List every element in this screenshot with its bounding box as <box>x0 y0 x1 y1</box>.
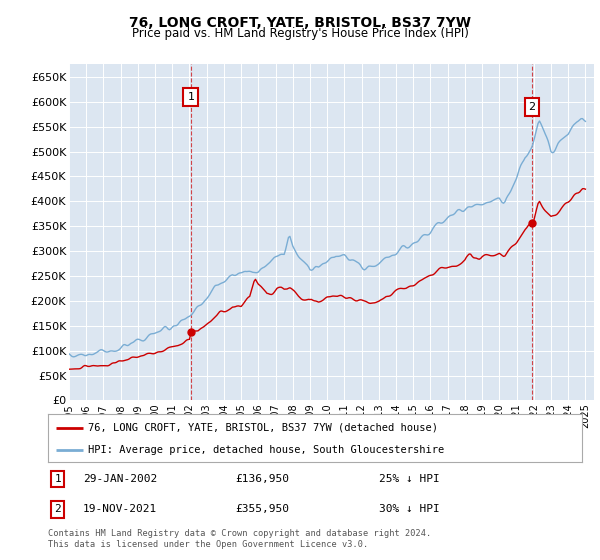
Text: 1: 1 <box>54 474 61 484</box>
Text: This data is licensed under the Open Government Licence v3.0.: This data is licensed under the Open Gov… <box>48 540 368 549</box>
Text: 2: 2 <box>529 102 536 111</box>
Text: 76, LONG CROFT, YATE, BRISTOL, BS37 7YW (detached house): 76, LONG CROFT, YATE, BRISTOL, BS37 7YW … <box>88 423 438 433</box>
Text: 2: 2 <box>54 505 61 515</box>
Text: Contains HM Land Registry data © Crown copyright and database right 2024.: Contains HM Land Registry data © Crown c… <box>48 529 431 538</box>
Text: 25% ↓ HPI: 25% ↓ HPI <box>379 474 440 484</box>
Text: £136,950: £136,950 <box>235 474 289 484</box>
Text: HPI: Average price, detached house, South Gloucestershire: HPI: Average price, detached house, Sout… <box>88 445 444 455</box>
Text: 29-JAN-2002: 29-JAN-2002 <box>83 474 157 484</box>
Text: 19-NOV-2021: 19-NOV-2021 <box>83 505 157 515</box>
Text: 30% ↓ HPI: 30% ↓ HPI <box>379 505 440 515</box>
Text: £355,950: £355,950 <box>235 505 289 515</box>
Text: Price paid vs. HM Land Registry's House Price Index (HPI): Price paid vs. HM Land Registry's House … <box>131 27 469 40</box>
Text: 1: 1 <box>187 92 194 102</box>
Text: 76, LONG CROFT, YATE, BRISTOL, BS37 7YW: 76, LONG CROFT, YATE, BRISTOL, BS37 7YW <box>129 16 471 30</box>
